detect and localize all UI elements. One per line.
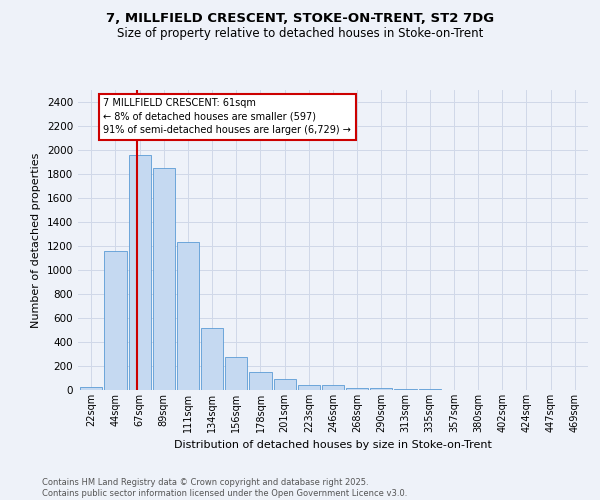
- Bar: [274, 379, 296, 390]
- Bar: [152, 168, 175, 390]
- X-axis label: Distribution of detached houses by size in Stoke-on-Trent: Distribution of detached houses by size …: [174, 440, 492, 450]
- Bar: [346, 388, 368, 390]
- Bar: [370, 388, 392, 390]
- Bar: [128, 155, 151, 390]
- Bar: [322, 385, 344, 390]
- Text: 7, MILLFIELD CRESCENT, STOKE-ON-TRENT, ST2 7DG: 7, MILLFIELD CRESCENT, STOKE-ON-TRENT, S…: [106, 12, 494, 26]
- Text: 7 MILLFIELD CRESCENT: 61sqm
← 8% of detached houses are smaller (597)
91% of sem: 7 MILLFIELD CRESCENT: 61sqm ← 8% of deta…: [103, 98, 351, 135]
- Bar: [201, 328, 223, 390]
- Bar: [298, 385, 320, 390]
- Bar: [104, 251, 127, 390]
- Bar: [177, 242, 199, 390]
- Bar: [80, 387, 103, 390]
- Text: Size of property relative to detached houses in Stoke-on-Trent: Size of property relative to detached ho…: [117, 28, 483, 40]
- Text: Contains HM Land Registry data © Crown copyright and database right 2025.
Contai: Contains HM Land Registry data © Crown c…: [42, 478, 407, 498]
- Y-axis label: Number of detached properties: Number of detached properties: [31, 152, 41, 328]
- Bar: [225, 357, 247, 390]
- Bar: [250, 372, 272, 390]
